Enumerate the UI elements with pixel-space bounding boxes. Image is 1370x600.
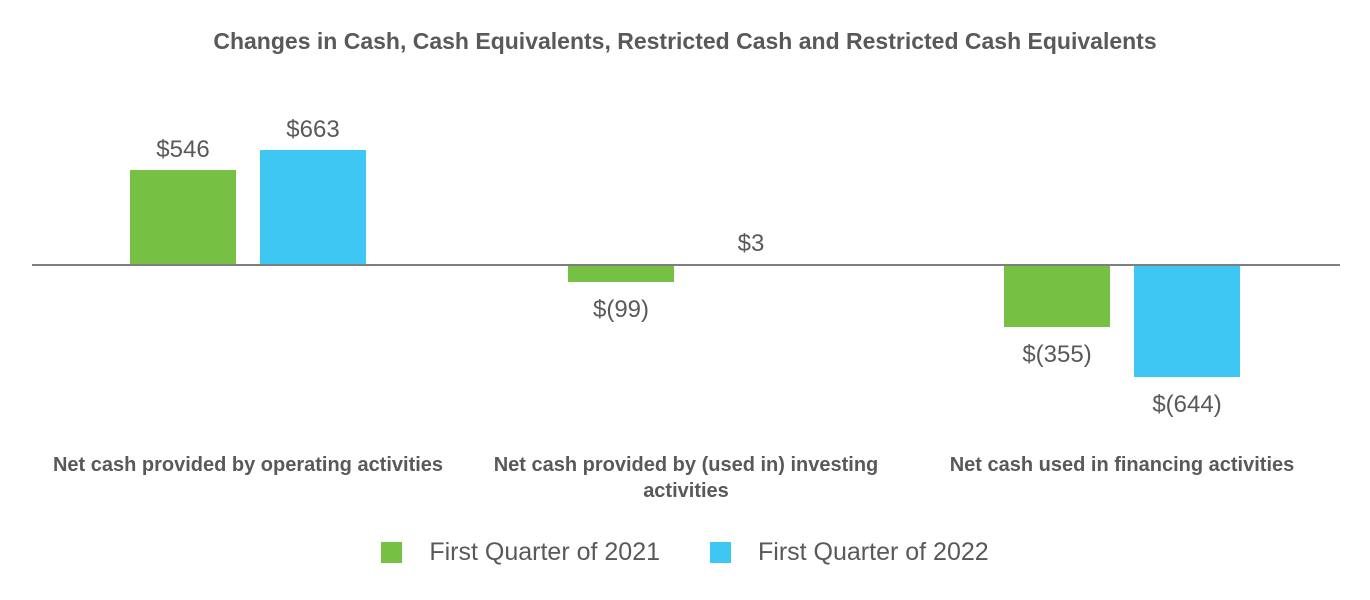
bar-first-quarter-of-2021-net-cash-used-in: [1004, 265, 1110, 327]
chart-legend: First Quarter of 2021 First Quarter of 20…: [0, 538, 1370, 567]
zero-axis-line: [32, 264, 1340, 266]
value-label-first-quarter-of-2021-net-cash-used-in: $(355): [1022, 340, 1092, 368]
value-label-first-quarter-of-2021-net-cash-provided-by: $546: [156, 135, 210, 163]
legend-item-first-quarter-of-2021: First Quarter of 2021: [381, 538, 660, 567]
category-label-net-cash-provided-by: Net cash provided by operating activitie…: [52, 454, 444, 476]
value-label-first-quarter-of-2022-net-cash-used-in: $(644): [1152, 391, 1222, 419]
category-label-net-cash-provided-by: Net cash provided by (used in) investing…: [493, 454, 879, 502]
legend-label: First Quarter of 2022: [758, 538, 989, 566]
legend-swatch-icon: [381, 542, 403, 563]
value-label-first-quarter-of-2021-net-cash-provided-by: $(99): [592, 296, 650, 324]
legend-item-first-quarter-of-2022: First Quarter of 2022: [710, 538, 989, 567]
legend-label: First Quarter of 2021: [429, 538, 660, 566]
bar-first-quarter-of-2021-net-cash-provided-by: [130, 169, 236, 265]
value-label-first-quarter-of-2022-net-cash-provided-by: $3: [737, 230, 765, 258]
bar-first-quarter-of-2022-net-cash-used-in: [1134, 265, 1240, 378]
category-label-net-cash-used-in: Net cash used in financing activities: [949, 454, 1295, 476]
bar-first-quarter-of-2022-net-cash-provided-by: [260, 149, 366, 265]
legend-swatch-icon: [710, 542, 731, 563]
value-label-first-quarter-of-2022-net-cash-provided-by: $663: [286, 115, 340, 143]
bar-first-quarter-of-2021-net-cash-provided-by: [568, 265, 674, 283]
chart-title: Changes in Cash, Cash Equivalents, Restr…: [213, 28, 1157, 54]
